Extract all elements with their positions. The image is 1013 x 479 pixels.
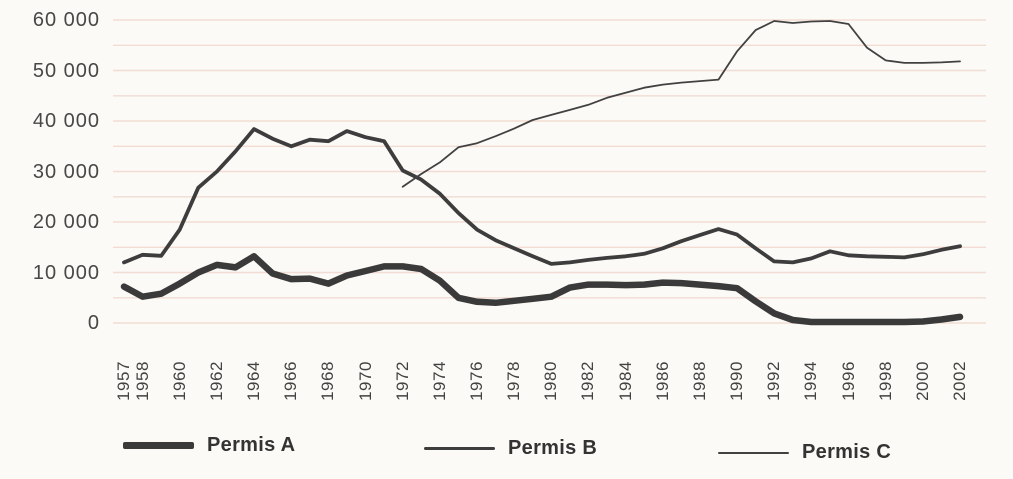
x-axis-tick-label: 1964	[244, 361, 263, 401]
x-axis-tick-label: 1960	[169, 361, 189, 401]
x-axis-tick-label: 1957	[114, 361, 133, 401]
y-axis-tick-label: 60 000	[32, 9, 100, 31]
x-axis-tick-label: 1958	[132, 361, 152, 401]
x-axis-tick-label: 1962	[206, 361, 226, 401]
x-axis-tick-label: 2000	[912, 361, 932, 401]
y-axis-tick-label: 30 000	[32, 160, 100, 183]
x-axis-tick-label: 1972	[392, 361, 412, 401]
x-axis-tick-label: 1990	[727, 361, 747, 401]
x-axis-tick-label: 1992	[764, 361, 784, 401]
x-axis-tick-label: 1966	[281, 361, 301, 401]
y-axis-tick-label: 50 000	[32, 59, 100, 82]
x-axis-tick-label: 1970	[355, 361, 375, 401]
x-axis-tick-label: 1998	[875, 361, 895, 401]
x-axis-tick-label: 1968	[318, 361, 338, 401]
x-axis-tick-label: 1978	[504, 361, 524, 401]
x-axis-tick-label: 1986	[652, 361, 672, 401]
y-axis-tick-label: 40 000	[32, 110, 100, 132]
x-axis-tick-label: 1974	[429, 361, 449, 401]
y-axis-tick-label: 0	[87, 312, 100, 334]
x-axis-tick-label: 1976	[467, 361, 486, 401]
x-axis-tick-label: 1982	[578, 361, 598, 401]
y-axis-tick-label: 20 000	[32, 211, 100, 233]
x-axis-tick-label: 2002	[950, 361, 969, 401]
x-axis-tick-label: 1980	[541, 361, 561, 401]
x-axis-tick-label: 1994	[801, 361, 821, 401]
x-axis-tick-label: 1996	[838, 361, 858, 401]
x-axis-tick-label: 1984	[615, 361, 635, 401]
x-axis-tick-label: 1988	[689, 361, 709, 401]
y-axis-tick-label: 10 000	[32, 261, 100, 284]
